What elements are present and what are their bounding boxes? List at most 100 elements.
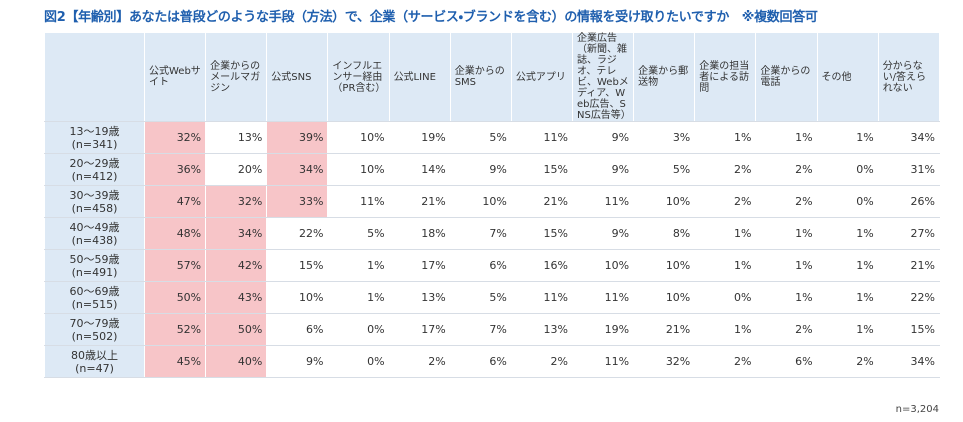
row-label: 40～49歳 [69, 220, 120, 234]
value-cell: 32% [143, 121, 207, 154]
footnote: n=3,204 [895, 404, 939, 415]
row-n: (n=438) [71, 233, 118, 247]
value-cell: 11% [510, 281, 573, 314]
value-cell: 2% [755, 185, 818, 218]
value-cell: 9% [571, 217, 635, 250]
value-cell: 2% [816, 345, 879, 378]
value-cell: 0% [816, 153, 879, 186]
value-cell: 1% [816, 249, 879, 282]
table-row: 50～59歳 (n=491) 57% 42% 15% 1% 17% 6% 16% 10% 10% 1%… [44, 249, 941, 282]
value-cell: 34% [205, 217, 268, 250]
value-cell: 34% [266, 153, 329, 186]
value-cell: 21% [877, 249, 941, 282]
table-row: 13～19歳 (n=341) 32% 13% 39% 10% 19% 5% 11% 9% 3% 1% 1… [44, 121, 941, 154]
column-header: インフルエンサー経由（PR含む） [327, 32, 390, 122]
value-cell: 27% [877, 217, 941, 250]
row-n: (n=341) [71, 137, 118, 151]
value-cell: 45% [143, 345, 207, 378]
column-header: 企業の担当者による訪問 [694, 32, 757, 122]
value-cell: 40% [205, 345, 268, 378]
value-cell: 11% [327, 185, 390, 218]
column-header: 公式LINE [388, 32, 451, 122]
row-label: 80歳以上 [71, 348, 118, 362]
value-cell: 17% [388, 249, 451, 282]
column-header: 企業からのメールマガジン [205, 32, 268, 122]
table-row: 80歳以上 (n=47) 45% 40% 9% 0% 2% 6% 2% 11% 32% 2% 6% 2% 3… [44, 345, 941, 378]
value-cell: 15% [510, 217, 573, 250]
value-cell: 0% [694, 281, 757, 314]
value-cell: 10% [266, 281, 329, 314]
table-row: 20～29歳 (n=412) 36% 20% 34% 10% 14% 9% 15% 9% 5% 2% 2… [44, 153, 941, 186]
value-cell: 32% [205, 185, 268, 218]
value-cell: 13% [510, 313, 573, 346]
row-n: (n=412) [71, 169, 118, 183]
value-cell: 50% [205, 313, 268, 346]
row-n: (n=515) [71, 297, 118, 311]
value-cell: 21% [633, 313, 696, 346]
value-cell: 6% [449, 249, 512, 282]
row-label: 30～39歳 [69, 188, 120, 202]
row-label: 70～79歳 [69, 316, 120, 330]
row-n: (n=47) [75, 361, 114, 375]
table-row: 60～69歳 (n=515) 50% 43% 10% 1% 13% 5% 11% 11% 10% 0%… [44, 281, 941, 314]
column-header: 公式Webサイト [143, 32, 207, 122]
value-cell: 21% [388, 185, 451, 218]
value-cell: 50% [143, 281, 207, 314]
value-cell: 31% [877, 153, 941, 186]
value-cell: 16% [510, 249, 573, 282]
row-header: 40～49歳 (n=438) [44, 217, 145, 250]
value-cell: 2% [694, 345, 757, 378]
value-cell: 22% [877, 281, 941, 314]
value-cell: 5% [633, 153, 696, 186]
value-cell: 9% [571, 153, 635, 186]
value-cell: 2% [755, 313, 818, 346]
column-header: 企業広告（新聞、雑誌、ラジオ、テレビ、Webメディア、Web広告、SNS広告等） [571, 32, 635, 122]
column-header: 分からない/答えられない [877, 32, 941, 122]
table-row: 40～49歳 (n=438) 48% 34% 22% 5% 18% 7% 15% 9% 8% 1% 1%… [44, 217, 941, 250]
row-label: 13～19歳 [69, 124, 120, 138]
row-label: 60～69歳 [69, 284, 120, 298]
value-cell: 2% [694, 153, 757, 186]
value-cell: 10% [633, 281, 696, 314]
table: 公式Webサイト 企業からのメールマガジン 公式SNS インフルエンサー経由（PR含む… [44, 32, 941, 378]
value-cell: 15% [877, 313, 941, 346]
table-row: 30～39歳 (n=458) 47% 32% 33% 11% 21% 10% 21% 11% 10%… [44, 185, 941, 218]
value-cell: 1% [755, 121, 818, 154]
value-cell: 18% [388, 217, 451, 250]
value-cell: 10% [571, 249, 635, 282]
value-cell: 21% [510, 185, 573, 218]
value-cell: 52% [143, 313, 207, 346]
value-cell: 3% [633, 121, 696, 154]
value-cell: 0% [816, 185, 879, 218]
value-cell: 5% [327, 217, 390, 250]
value-cell: 10% [633, 185, 696, 218]
value-cell: 1% [694, 217, 757, 250]
row-header: 50～59歳 (n=491) [44, 249, 145, 282]
corner-cell [44, 32, 145, 122]
row-n: (n=458) [71, 201, 118, 215]
value-cell: 9% [449, 153, 512, 186]
value-cell: 1% [816, 121, 879, 154]
value-cell: 13% [388, 281, 451, 314]
column-header: 企業からの電話 [755, 32, 818, 122]
value-cell: 43% [205, 281, 268, 314]
value-cell: 42% [205, 249, 268, 282]
value-cell: 20% [205, 153, 268, 186]
value-cell: 2% [388, 345, 451, 378]
column-header: 公式SNS [266, 32, 329, 122]
value-cell: 1% [327, 249, 390, 282]
value-cell: 6% [449, 345, 512, 378]
column-header: 公式アプリ [510, 32, 573, 122]
header-row: 公式Webサイト 企業からのメールマガジン 公式SNS インフルエンサー経由（PR含む… [44, 32, 941, 122]
value-cell: 1% [755, 249, 818, 282]
value-cell: 1% [816, 313, 879, 346]
table-row: 70～79歳 (n=502) 52% 50% 6% 0% 17% 7% 13% 19% 21% 1% 2… [44, 313, 941, 346]
value-cell: 10% [327, 121, 390, 154]
value-cell: 1% [816, 281, 879, 314]
value-cell: 19% [571, 313, 635, 346]
value-cell: 1% [694, 313, 757, 346]
value-cell: 2% [694, 185, 757, 218]
row-header: 60～69歳 (n=515) [44, 281, 145, 314]
row-n: (n=502) [71, 329, 118, 343]
